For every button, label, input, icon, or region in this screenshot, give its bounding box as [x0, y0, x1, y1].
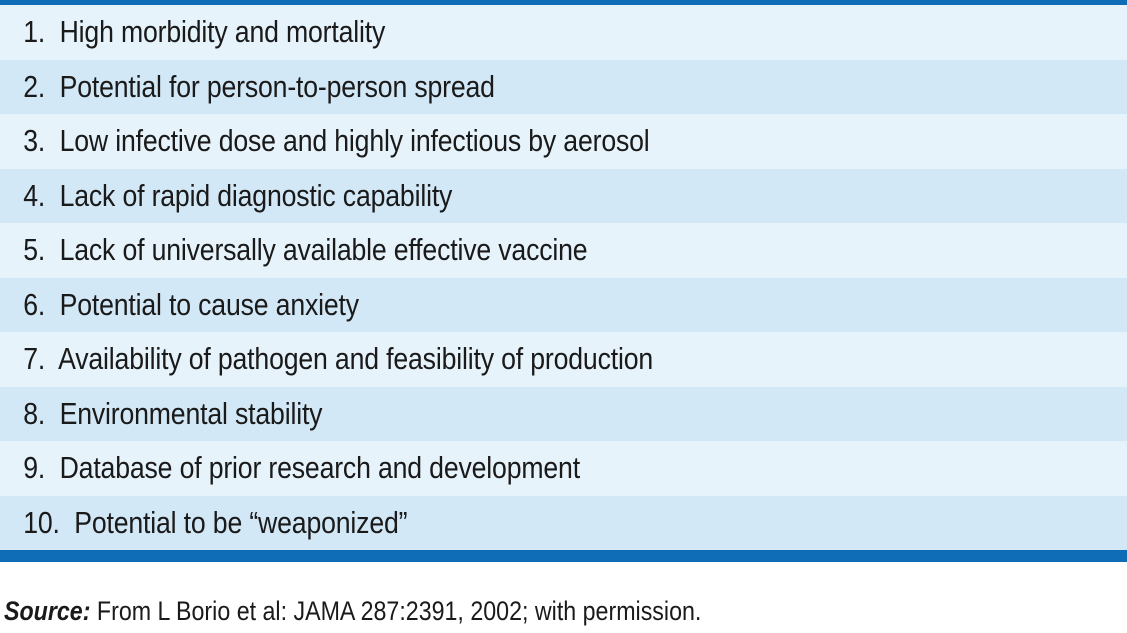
source-text: From L Borio et al: JAMA 287:2391, 2002;… [90, 596, 702, 626]
table-row: 7. Availability of pathogen and feasibil… [0, 332, 1127, 387]
source-label: Source: [4, 596, 91, 626]
row-text: 1. High morbidity and mortality [23, 14, 386, 50]
table-row: 8. Environmental stability [0, 386, 1127, 441]
row-text: 8. Environmental stability [23, 395, 323, 431]
row-text: 4. Lack of rapid diagnostic capability [23, 177, 453, 213]
table-row: 5. Lack of universally available effecti… [0, 223, 1127, 278]
row-text: 3. Low infective dose and highly infecti… [23, 123, 650, 159]
table-row: 4. Lack of rapid diagnostic capability [0, 168, 1127, 223]
row-text: 2. Potential for person-to-person spread [23, 68, 495, 104]
criteria-table: 1. High morbidity and mortality 2. Poten… [0, 0, 1127, 562]
table-row: 10. Potential to be “weaponized” [0, 495, 1127, 550]
table-row: 2. Potential for person-to-person spread [0, 59, 1127, 114]
source-note: Source: From L Borio et al: JAMA 287:239… [4, 596, 701, 627]
table-row: 3. Low infective dose and highly infecti… [0, 114, 1127, 169]
row-text: 6. Potential to cause anxiety [23, 286, 359, 322]
table-row: 1. High morbidity and mortality [0, 5, 1127, 60]
row-text: 7. Availability of pathogen and feasibil… [23, 341, 654, 377]
table-row: 9. Database of prior research and develo… [0, 441, 1127, 496]
row-text: 9. Database of prior research and develo… [23, 450, 580, 486]
row-text: 5. Lack of universally available effecti… [23, 232, 588, 268]
table-row: 6. Potential to cause anxiety [0, 277, 1127, 332]
row-text: 10. Potential to be “weaponized” [23, 504, 408, 540]
